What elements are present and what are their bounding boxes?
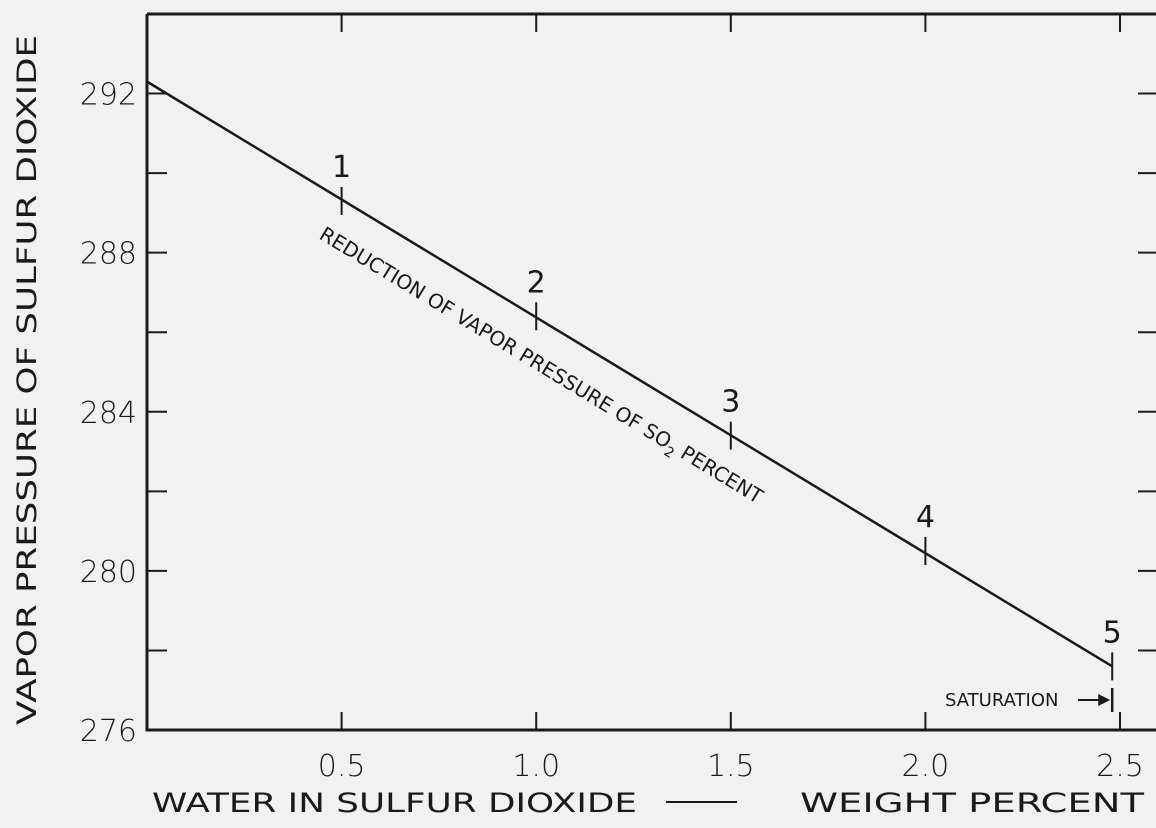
y-tick-label: 276 [80, 714, 137, 749]
series-line [146, 80, 1113, 668]
saturation-marker: SATURATION [945, 688, 1114, 712]
data-lines [146, 80, 1113, 668]
annotation-main: REDUCTION OF VAPOR PRESSURE OF SO [315, 222, 676, 453]
saturation-arrow-head [1098, 694, 1111, 706]
point-label: 1 [332, 150, 351, 185]
y-tick-label: 288 [80, 237, 137, 272]
x-axis-unit: WEIGHT PERCENT [800, 788, 1145, 819]
x-tick-label: 2.0 [902, 749, 950, 784]
saturation-label: SATURATION [945, 690, 1058, 711]
x-tick-label: 1.5 [707, 749, 755, 784]
y-tick-label: 292 [80, 78, 137, 113]
y-tick-label: 284 [80, 396, 137, 431]
point-label: 5 [1103, 615, 1122, 650]
y-axis-title: VAPOR PRESSURE OF SULFUR DIOXIDE [12, 35, 43, 725]
point-label: 3 [721, 385, 740, 420]
x-axis-ticks: 0.5 1.0 1.5 2.0 2.5 [318, 14, 1144, 784]
plot-frame [145, 12, 1156, 732]
y-axis-ticks: 276 280 284 288 292 [80, 78, 1156, 749]
data-points: 1 2 3 4 5 [332, 150, 1122, 681]
x-tick-label: 0.5 [318, 749, 366, 784]
point-label: 4 [916, 500, 935, 535]
point-label: 2 [527, 265, 546, 300]
x-axis-title: WATER IN SULFUR DIOXIDE [152, 788, 637, 819]
x-tick-label: 2.5 [1096, 749, 1144, 784]
x-tick-label: 1.0 [512, 749, 560, 784]
y-tick-label: 280 [80, 555, 137, 590]
axis-left-bottom [145, 14, 1156, 732]
